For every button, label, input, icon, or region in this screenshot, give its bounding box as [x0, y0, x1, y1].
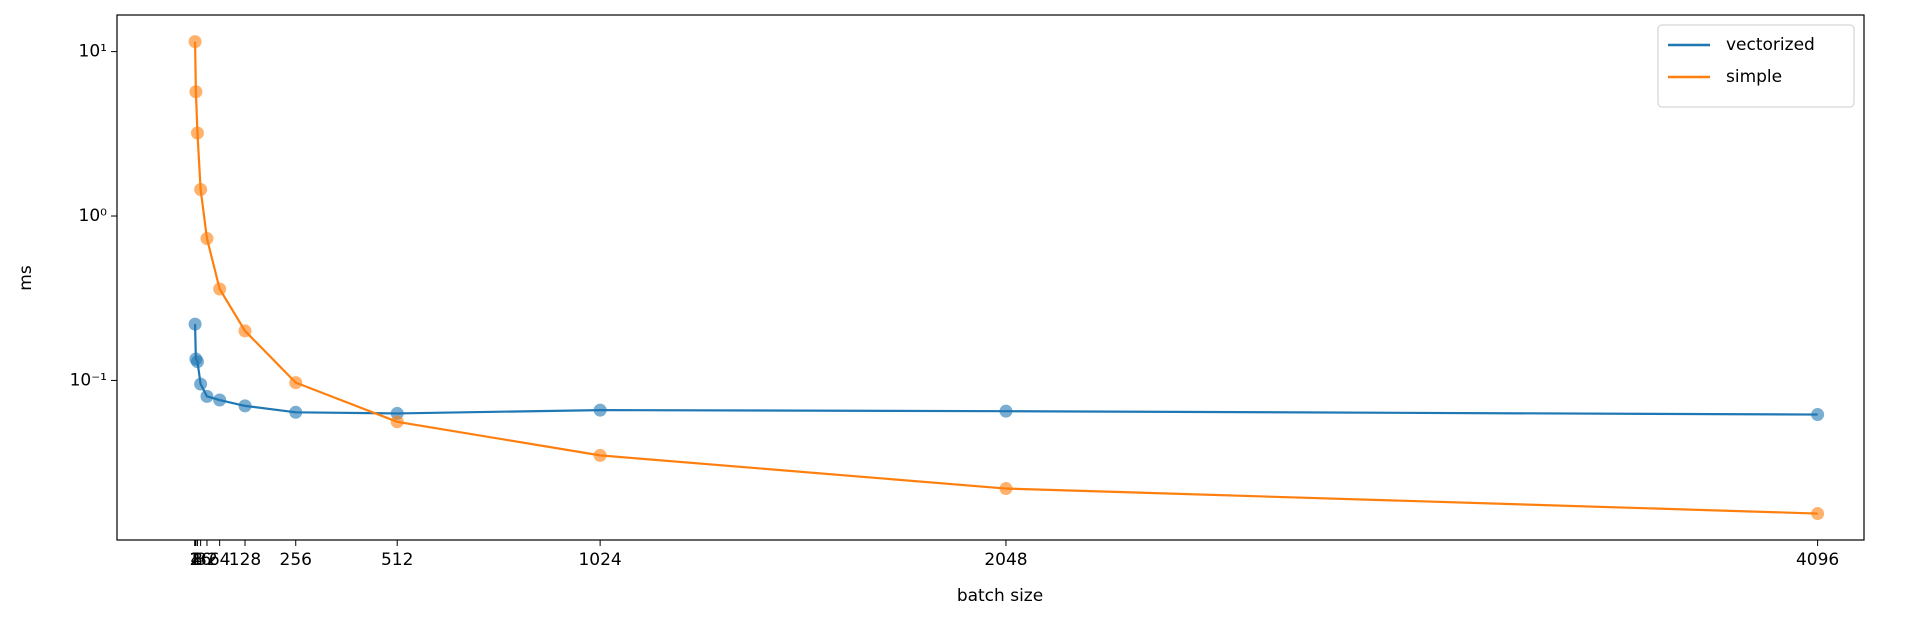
series-line: [193, 324, 1818, 416]
data-point: [200, 389, 214, 403]
data-point: [999, 482, 1013, 496]
data-point: [390, 415, 404, 429]
y-tick-label: 10¹: [79, 42, 107, 62]
y-tick-label: 10⁻¹: [70, 370, 107, 390]
x-tick-label: 2048: [984, 550, 1027, 570]
x-tick-label: 16: [190, 550, 212, 570]
y-axis-label: ms: [16, 265, 36, 291]
data-point: [593, 403, 607, 417]
x-tick-label: 64: [209, 550, 231, 570]
data-point: [1811, 408, 1825, 422]
x-tick-label: 4: [190, 550, 201, 570]
data-point: [190, 126, 204, 140]
data-point: [188, 35, 202, 49]
data-point: [1811, 507, 1825, 521]
x-tick-label: 8: [192, 550, 203, 570]
x-tick-label: 1024: [578, 550, 621, 570]
plot-frame: [116, 14, 1865, 541]
data-point: [238, 399, 252, 413]
data-point: [213, 282, 227, 296]
data-point: [189, 85, 203, 99]
data-point: [999, 404, 1013, 418]
data-point: [289, 376, 303, 390]
x-tick-label: 256: [280, 550, 312, 570]
data-point: [194, 182, 208, 196]
x-axis-label: batch size: [957, 586, 1043, 606]
x-tick-label: 4096: [1796, 550, 1839, 570]
data-point: [289, 405, 303, 419]
legend-label: vectorized: [1726, 35, 1815, 55]
data-point: [190, 355, 204, 369]
data-point: [188, 317, 202, 331]
x-tick-label: 128: [229, 550, 261, 570]
y-tick-label: 10⁰: [79, 206, 108, 226]
x-tick-label: 32: [196, 550, 218, 570]
legend-label: simple: [1726, 67, 1782, 87]
data-point: [593, 448, 607, 462]
data-point: [194, 377, 208, 391]
data-point: [238, 324, 252, 338]
x-tick-label: 1: [189, 550, 200, 570]
series-line: [193, 41, 1818, 515]
data-point: [213, 393, 227, 407]
data-point: [200, 231, 214, 245]
x-tick-label: 512: [381, 550, 413, 570]
x-tick-label: 2: [190, 550, 201, 570]
